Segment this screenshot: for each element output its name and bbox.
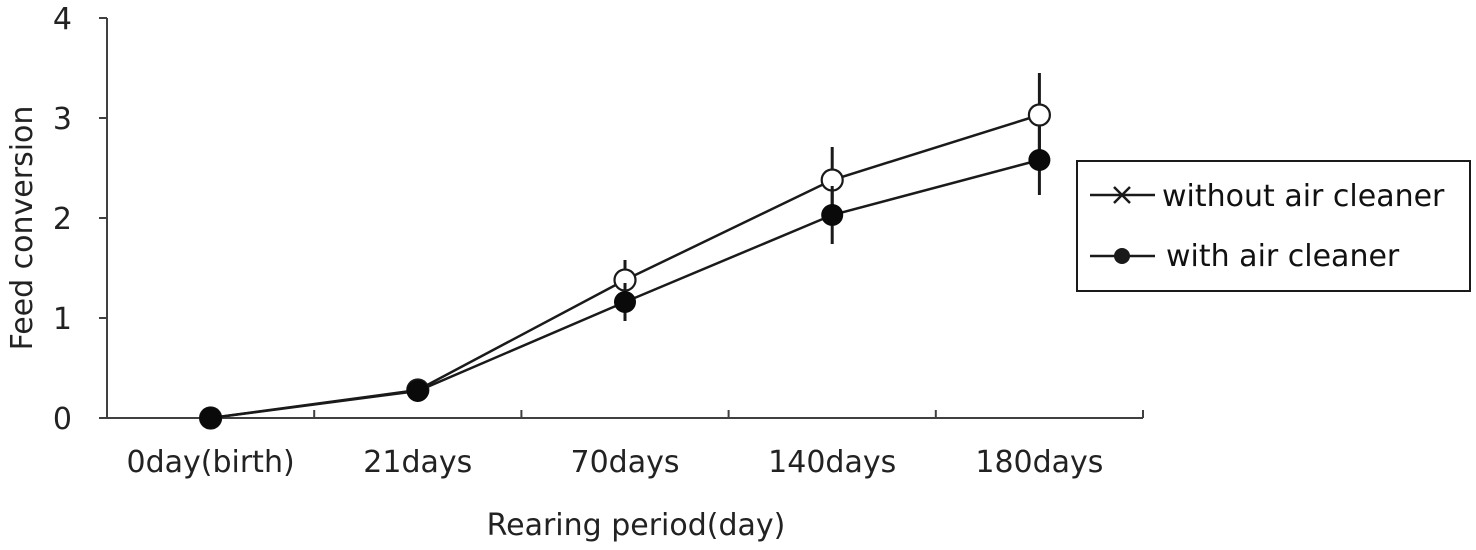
legend-label-without: without air cleaner xyxy=(1162,179,1445,214)
legend-box xyxy=(1076,160,1471,292)
ticks: 0 1 2 3 4 0day(birth) 21days 70days 140days 180da… xyxy=(53,2,1144,480)
y-axis-title: Feed conversion xyxy=(5,106,40,351)
legend-label-with: with air cleaner xyxy=(1166,239,1400,274)
y-tick-label: 0 xyxy=(53,402,72,437)
data-point xyxy=(821,204,844,226)
x-axis-title: Rearing period(day) xyxy=(487,508,786,543)
y-tick-label: 3 xyxy=(53,102,72,137)
legend-x-marker-icon xyxy=(1113,186,1131,204)
data-point xyxy=(406,380,429,402)
x-tick-label: 140days xyxy=(768,445,896,480)
data-point xyxy=(1028,149,1051,171)
axes xyxy=(106,18,1143,419)
data-point xyxy=(614,291,636,313)
data-point xyxy=(1027,103,1052,127)
legend-dot-marker-icon xyxy=(1114,248,1130,264)
x-tick-label: 0day(birth) xyxy=(127,445,295,480)
series-layer xyxy=(199,73,1052,430)
y-tick-label: 4 xyxy=(53,2,72,37)
y-tick-label: 2 xyxy=(53,202,72,237)
data-point xyxy=(199,407,222,429)
y-tick-label: 1 xyxy=(53,302,72,337)
x-tick-label: 180days xyxy=(975,445,1103,480)
legend: without air cleaner with air cleaner xyxy=(1076,160,1471,292)
x-tick-label: 70days xyxy=(571,445,680,480)
x-tick-label: 21days xyxy=(363,445,472,480)
